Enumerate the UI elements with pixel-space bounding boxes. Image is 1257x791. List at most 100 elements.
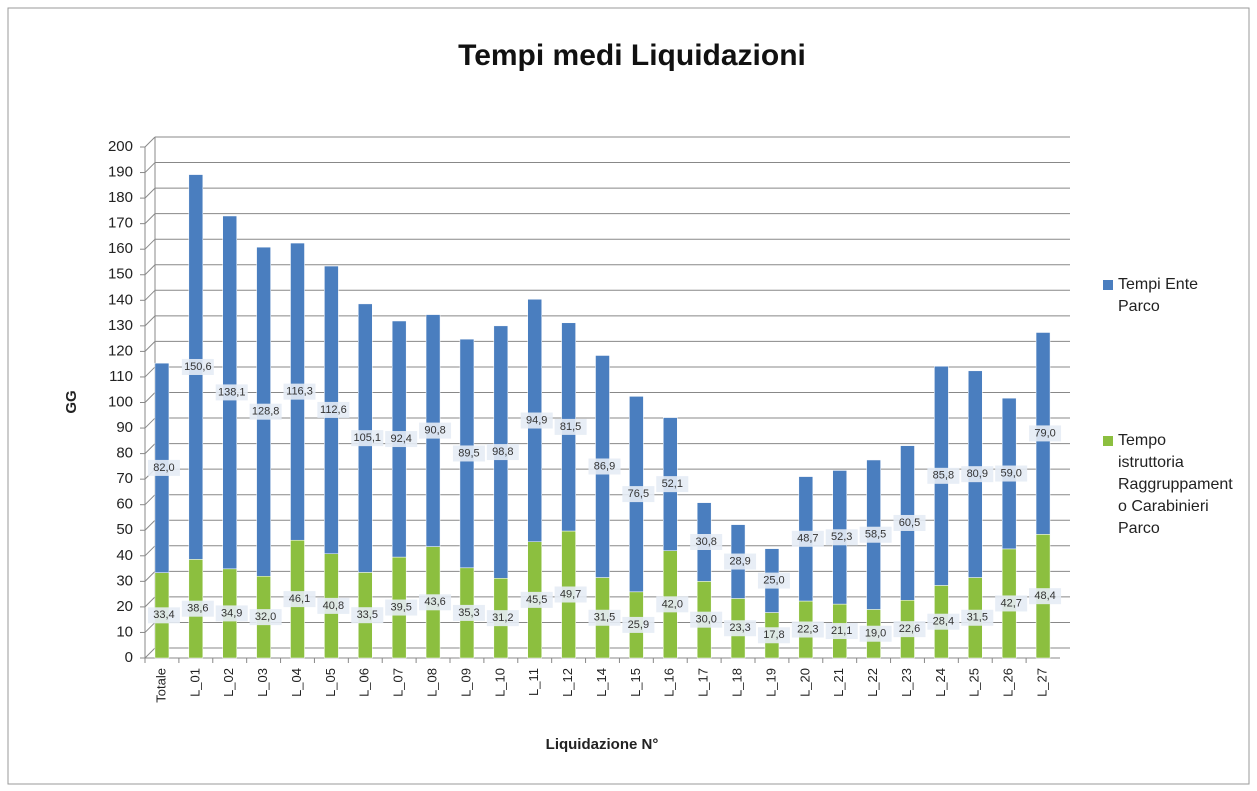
- data-label-box: [181, 600, 214, 617]
- data-label-box: [893, 621, 926, 638]
- grid-line: [144, 417, 156, 429]
- x-tick-label: L_09: [458, 668, 473, 697]
- data-label-box: [995, 465, 1028, 482]
- data-label-box: [859, 625, 892, 642]
- x-tick-label: L_18: [729, 668, 744, 697]
- y-tick-label: 80: [116, 445, 133, 462]
- y-tick-label: 110: [109, 368, 133, 385]
- x-tick-label: L_16: [662, 668, 677, 697]
- y-tick-label: 140: [108, 291, 133, 308]
- data-label-box: [927, 467, 960, 484]
- y-tick-label: 120: [108, 342, 133, 359]
- y-tick-label: 160: [108, 240, 133, 257]
- data-label: 22,6: [899, 623, 920, 635]
- grid-line: [144, 315, 156, 327]
- x-tick-label: L_24: [933, 668, 948, 697]
- data-label: 128,8: [252, 406, 280, 418]
- x-tick-label: L_21: [831, 668, 846, 697]
- data-label: 52,3: [831, 531, 852, 543]
- data-label: 92,4: [390, 433, 411, 445]
- data-label: 89,5: [458, 447, 479, 459]
- x-tick-label: Totale: [153, 668, 168, 703]
- data-label-box: [1029, 588, 1062, 605]
- data-label-box: [588, 609, 621, 626]
- data-label-box: [249, 609, 282, 626]
- data-label: 43,6: [424, 596, 445, 608]
- data-label: 30,0: [695, 614, 716, 626]
- data-label: 48,7: [797, 533, 818, 545]
- data-label: 42,7: [1000, 597, 1021, 609]
- y-tick-label: 10: [116, 623, 133, 640]
- data-label: 86,9: [594, 460, 615, 472]
- y-tick-label: 200: [108, 138, 133, 155]
- grid-line: [144, 264, 156, 276]
- data-label: 40,8: [323, 600, 344, 612]
- data-label: 30,8: [695, 536, 716, 548]
- x-tick-label: L_26: [1001, 668, 1016, 697]
- data-label: 45,5: [526, 594, 547, 606]
- y-tick-label: 190: [108, 164, 133, 181]
- y-tick-label: 20: [116, 598, 133, 615]
- grid-line: [144, 519, 156, 531]
- x-tick-label: L_04: [289, 668, 304, 697]
- data-label-box: [656, 596, 689, 613]
- data-label-box: [1029, 425, 1062, 442]
- data-label-box: [452, 604, 485, 621]
- y-tick-label: 100: [108, 393, 133, 410]
- grid-line: [144, 647, 156, 659]
- grid-line: [144, 366, 156, 378]
- data-label-box: [215, 605, 248, 622]
- y-tick-label: 180: [108, 189, 133, 206]
- x-axis-label: Liquidazione N°: [546, 736, 659, 753]
- grid-line: [144, 341, 156, 352]
- grid-line: [144, 162, 156, 173]
- data-label-box: [724, 553, 757, 570]
- data-label: 31,5: [967, 612, 988, 624]
- data-label: 116,3: [286, 386, 313, 398]
- data-label-box: [757, 627, 790, 644]
- data-label-box: [825, 529, 858, 546]
- data-label: 85,8: [933, 470, 954, 482]
- y-tick-label: 40: [116, 547, 133, 564]
- x-tick-label: L_10: [492, 668, 507, 697]
- data-label-box: [554, 418, 587, 435]
- data-label: 105,1: [354, 432, 382, 444]
- x-tick-label: L_23: [899, 668, 914, 697]
- x-tick-label: L_05: [323, 668, 338, 697]
- data-label: 80,9: [967, 468, 988, 480]
- data-label: 94,9: [526, 414, 547, 426]
- x-tick-label: L_12: [560, 668, 575, 697]
- data-label-box: [215, 384, 248, 401]
- data-label-box: [554, 586, 587, 603]
- data-label: 28,9: [729, 555, 750, 567]
- data-label-box: [351, 607, 384, 624]
- data-label-box: [486, 610, 519, 627]
- x-tick-label: L_03: [255, 668, 270, 697]
- x-tick-label: L_22: [865, 668, 880, 697]
- grid-line: [144, 136, 156, 148]
- y-tick-label: 90: [116, 419, 133, 436]
- grid-line: [144, 494, 156, 506]
- y-tick-label: 50: [116, 521, 133, 538]
- data-label: 79,0: [1034, 427, 1055, 439]
- y-tick-label: 30: [116, 572, 133, 589]
- x-tick-label: L_20: [797, 668, 812, 697]
- data-label-box: [995, 595, 1028, 612]
- data-label-box: [283, 591, 316, 608]
- data-label: 35,3: [458, 607, 479, 619]
- data-label-box: [249, 403, 282, 420]
- data-label: 59,0: [1000, 467, 1021, 479]
- data-label: 58,5: [865, 529, 886, 541]
- data-label: 81,5: [560, 421, 581, 433]
- data-label: 112,6: [320, 404, 347, 416]
- data-label-box: [859, 526, 892, 543]
- y-axis-label: GG: [63, 390, 80, 413]
- x-tick-label: L_15: [628, 668, 643, 697]
- x-tick-label: L_02: [221, 668, 236, 697]
- data-label-box: [385, 431, 418, 448]
- data-label-box: [317, 597, 350, 614]
- x-tick-label: L_11: [526, 668, 541, 696]
- grid-line: [144, 213, 156, 225]
